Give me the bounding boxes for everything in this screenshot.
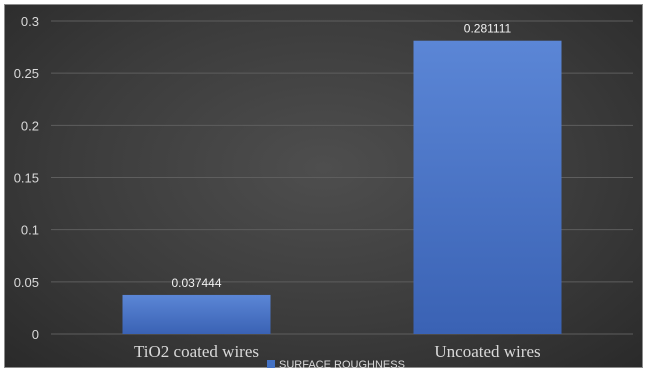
bars [122,40,562,335]
legend: SURFACE ROUGHNESS [267,359,405,369]
chart-frame: 0 0.05 0.1 0.15 0.2 0.25 0.3 0.037444 0.281111 … [4,4,643,369]
y-tick-label: 0.25 [14,66,39,81]
y-tick-label: 0.3 [21,14,39,29]
x-axis-categories: TiO2 coated wires Uncoated wires [134,342,541,361]
data-labels: 0.037444 0.281111 [171,22,511,290]
y-tick-label: 0.15 [14,171,39,186]
y-tick-label: 0 [32,327,39,342]
y-tick-label: 0.05 [14,275,39,290]
y-axis-ticks: 0 0.05 0.1 0.15 0.2 0.25 0.3 [14,14,39,342]
x-category-label: TiO2 coated wires [134,342,259,361]
bar-tio2-coated-wires [122,294,271,334]
gridlines [51,20,633,335]
data-label: 0.037444 [171,276,221,290]
legend-label-surface-roughness: SURFACE ROUGHNESS [279,359,405,369]
bar-chart: 00.050.10.150.20.250.3 0.0374440.281111 … [14,14,633,369]
data-label: 0.281111 [464,22,512,36]
x-category-label: Uncoated wires [434,342,540,361]
bar-uncoated-wires [413,40,562,335]
y-tick-label: 0.2 [21,118,39,133]
legend-swatch-surface-roughness [267,360,275,368]
y-tick-label: 0.1 [21,223,39,238]
